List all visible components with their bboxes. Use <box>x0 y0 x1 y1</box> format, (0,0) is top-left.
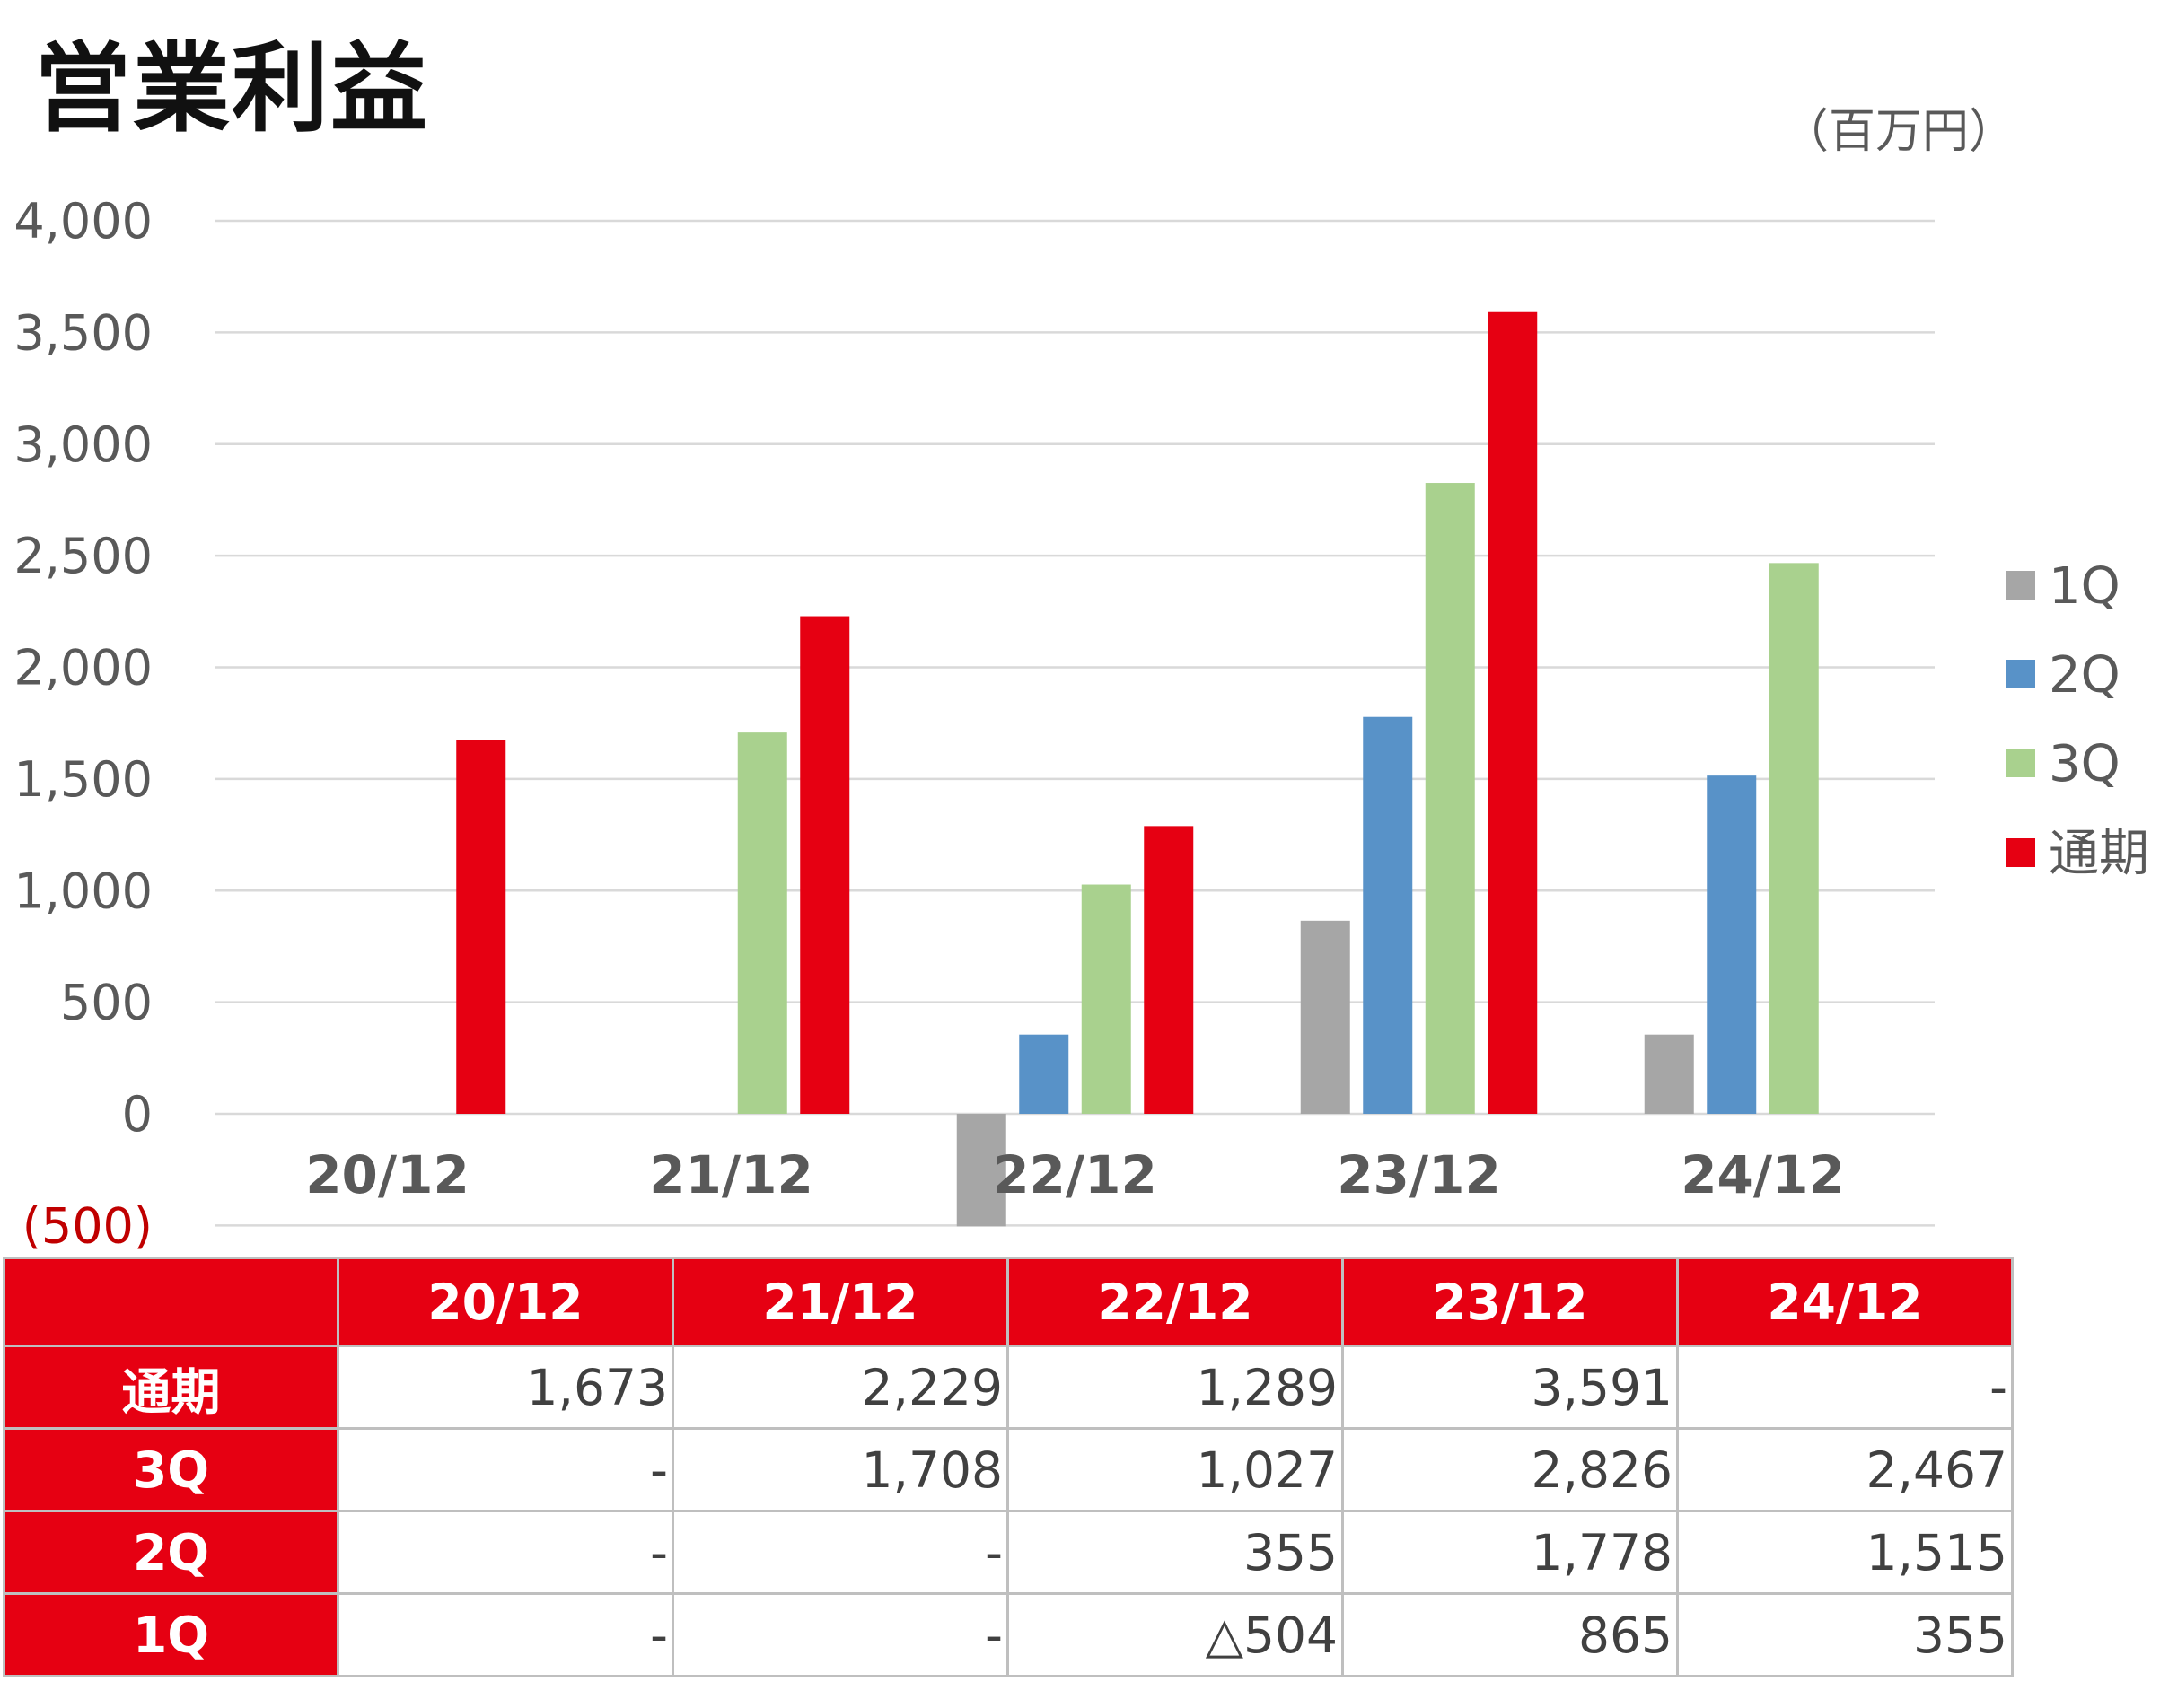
legend-swatch <box>2006 660 2035 688</box>
y-tick-label: 1,500 <box>13 751 153 808</box>
table-cell: 355 <box>1676 1592 2014 1677</box>
table-cell: △504 <box>1006 1592 1344 1677</box>
y-tick-label: (500) <box>22 1197 153 1254</box>
bar-1Q-23/12 <box>1300 920 1350 1114</box>
x-tick-label: 23/12 <box>1337 1144 1501 1205</box>
bar-3Q-21/12 <box>737 732 787 1114</box>
bar-3Q-23/12 <box>1425 483 1475 1114</box>
y-tick-label: 500 <box>60 975 153 1031</box>
bar-chart: 4,000 3,500 3,000 2,500 2,000 1,500 1,000 500 0 (… <box>13 193 2149 1254</box>
table-column-header: 21/12 <box>672 1257 1009 1347</box>
bar-3Q-24/12 <box>1769 563 1819 1114</box>
y-tick-label: 0 <box>122 1086 153 1143</box>
table-cell: 2,826 <box>1341 1427 1679 1512</box>
table-corner-cell <box>3 1257 339 1347</box>
table-cell: - <box>337 1592 674 1677</box>
table-row: 通期 1,673 2,229 1,289 3,591 - <box>3 1345 2014 1430</box>
table-row: 1Q - - △504 865 355 <box>3 1592 2014 1677</box>
bar-通期-20/12 <box>456 740 506 1114</box>
table-cell: - <box>672 1592 1009 1677</box>
table-cell: 2,229 <box>672 1345 1009 1430</box>
x-tick-label: 24/12 <box>1681 1144 1845 1205</box>
table-row: 3Q - 1,708 1,027 2,826 2,467 <box>3 1427 2014 1512</box>
legend-swatch <box>2006 571 2035 600</box>
table-column-header: 22/12 <box>1006 1257 1344 1347</box>
x-tick-label: 20/12 <box>305 1144 470 1205</box>
y-tick-label: 4,000 <box>13 193 153 250</box>
table-column-header: 20/12 <box>337 1257 674 1347</box>
table-column-header: 24/12 <box>1676 1257 2014 1347</box>
table-cell: - <box>337 1427 674 1512</box>
table-cell: 1,515 <box>1676 1510 2014 1595</box>
bar-通期-21/12 <box>800 616 850 1114</box>
bar-通期-22/12 <box>1144 826 1194 1114</box>
bar-通期-23/12 <box>1488 311 1538 1114</box>
table-cell: 1,778 <box>1341 1510 1679 1595</box>
legend-label: 通期 <box>2049 825 2149 883</box>
y-tick-label: 2,500 <box>13 528 153 584</box>
bar-2Q-24/12 <box>1707 775 1757 1114</box>
table-row-header: 3Q <box>3 1427 339 1512</box>
y-tick-label: 2,000 <box>13 640 153 696</box>
y-tick-label: 3,500 <box>13 304 153 361</box>
table-cell: - <box>1676 1345 2014 1430</box>
bar-1Q-24/12 <box>1644 1034 1694 1114</box>
table-cell: 1,673 <box>337 1345 674 1430</box>
legend-label: 3Q <box>2049 735 2120 793</box>
table-row-header: 1Q <box>3 1592 339 1677</box>
table-cell: 3,591 <box>1341 1345 1679 1430</box>
x-tick-label: 22/12 <box>993 1144 1157 1205</box>
legend-swatch <box>2006 749 2035 777</box>
table-cell: 355 <box>1006 1510 1344 1595</box>
table-header-row: 20/12 21/12 22/12 23/12 24/12 <box>3 1257 2014 1347</box>
table-row-header: 2Q <box>3 1510 339 1595</box>
legend-swatch <box>2006 838 2035 867</box>
table-row: 2Q - - 355 1,778 1,515 <box>3 1510 2014 1595</box>
bar-3Q-22/12 <box>1081 884 1131 1114</box>
bar-1Q-22/12 <box>956 1114 1006 1227</box>
table-column-header: 23/12 <box>1341 1257 1679 1347</box>
data-table: 20/12 21/12 22/12 23/12 24/12 通期 1,673 2… <box>3 1257 2014 1677</box>
legend-label: 2Q <box>2049 646 2120 705</box>
table-cell: - <box>337 1510 674 1595</box>
legend-label: 1Q <box>2049 557 2120 616</box>
table-cell: 1,708 <box>672 1427 1009 1512</box>
table-cell: 1,027 <box>1006 1427 1344 1512</box>
x-tick-label: 21/12 <box>649 1144 813 1205</box>
table-cell: 2,467 <box>1676 1427 2014 1512</box>
y-tick-label: 1,000 <box>13 863 153 919</box>
table-row-header: 通期 <box>3 1345 339 1430</box>
bar-2Q-23/12 <box>1363 716 1413 1114</box>
y-tick-label: 3,000 <box>13 416 153 473</box>
unit-label: （百万円） <box>1782 105 2016 159</box>
bar-2Q-22/12 <box>1019 1034 1069 1114</box>
table-cell: - <box>672 1510 1009 1595</box>
page-title: 営業利益 <box>34 33 430 145</box>
table-cell: 865 <box>1341 1592 1679 1677</box>
table-cell: 1,289 <box>1006 1345 1344 1430</box>
